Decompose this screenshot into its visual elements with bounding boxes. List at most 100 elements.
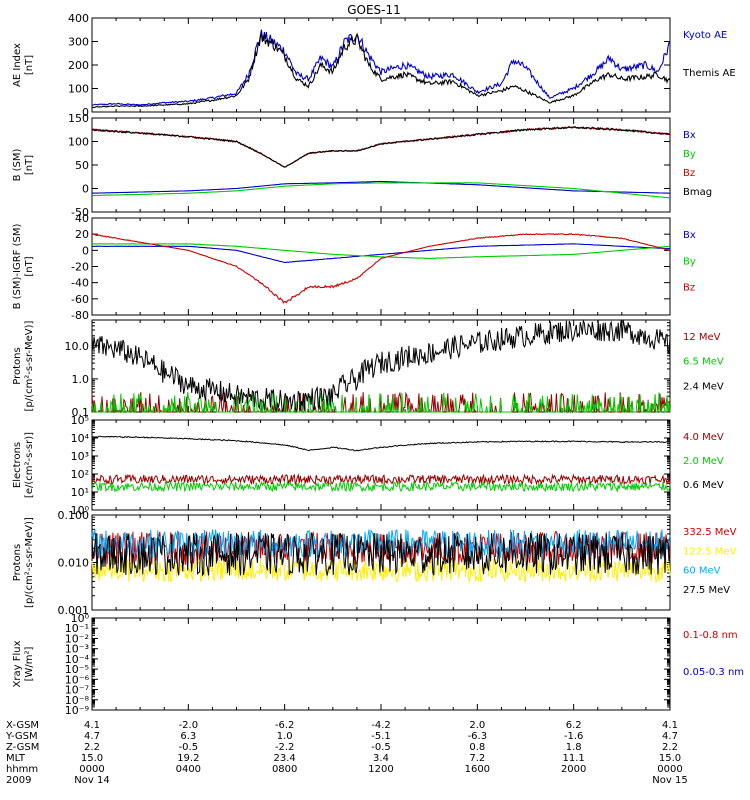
y-tick-label: 10⁻⁷	[65, 684, 89, 697]
legend-entry: 27.5 MeV	[683, 585, 730, 596]
legend-entry: 0.05-0.3 nm	[683, 667, 744, 678]
series-line-by	[92, 182, 670, 199]
legend-entry: Bx	[683, 230, 696, 241]
y-axis-label: B (SM)-IGRF (SM)	[12, 224, 23, 310]
series-line-27-5-mev	[91, 531, 671, 577]
y-tick-label: 20	[75, 228, 89, 241]
panel-6: 0.001 0.010 0.100 Protons [p/(cm²-s-sr-MeV)]…	[12, 509, 737, 617]
x-axis-value: 0.8	[469, 742, 485, 753]
y-axis-label: Electrons	[12, 442, 23, 488]
legend-entry: Bz	[683, 168, 695, 179]
series-line-2-0-mev	[91, 480, 671, 494]
y-tick-label: 0.1	[72, 406, 90, 419]
x-axis-value: 23.4	[274, 753, 296, 764]
y-tick-label: 0.100	[58, 509, 90, 522]
y-tick-label: 10⁻²	[65, 632, 89, 645]
series-line-themis-ae	[91, 31, 671, 109]
y-tick-label: -80	[71, 309, 89, 322]
y-axis-label: Protons	[12, 347, 23, 384]
y-tick-label: 10⁻³	[65, 643, 89, 656]
x-axis-value: Nov 15	[652, 775, 687, 786]
x-axis-value: 2.2	[662, 742, 678, 753]
y-tick-label: 0.010	[58, 557, 90, 570]
panel-3: -80 -60 -40 -20 0 20 40 B (SM)-IGRF (SM) [nT] Bx B…	[12, 212, 696, 322]
x-axis-value: 11.1	[563, 753, 585, 764]
series-line-kyoto-ae	[91, 29, 671, 106]
x-axis-value: 4.7	[84, 731, 100, 742]
series-line-6-5-mev	[91, 391, 671, 414]
legend-entry: 0.1-0.8 nm	[683, 630, 738, 641]
x-axis-row-label: MLT	[6, 753, 26, 764]
legend-entry: By	[683, 256, 696, 267]
x-axis-row-label: Y-GSM	[5, 731, 38, 742]
panel-2: -50 0 50 100 150 B (SM) [nT] Bx By Bz Bmag	[12, 112, 712, 219]
y-tick-label: -40	[71, 277, 89, 290]
y-axis-label: [W/m²]	[24, 646, 35, 681]
legend-entry: 332.5 MeV	[683, 527, 737, 538]
series-line-122-5-mev	[91, 556, 671, 584]
x-axis-value: -6.3	[468, 731, 488, 742]
y-tick-label: 200	[68, 59, 89, 72]
y-tick-label: 10⁻⁶	[65, 673, 90, 686]
panel-4: 0.1 1.0 10.0 Protons [p/(cm²-s-sr-MeV)] 12 Me…	[12, 318, 724, 419]
y-tick-label: 10⁰	[71, 504, 90, 517]
legend-entry: 60 MeV	[683, 566, 721, 577]
x-axis-value: 4.1	[84, 720, 100, 731]
y-tick-label: 10.0	[65, 340, 90, 353]
legend-entry: 4.0 MeV	[683, 432, 724, 443]
y-tick-label: 100	[68, 83, 89, 96]
y-tick-label: 0	[82, 183, 89, 196]
legend-entry: Bmag	[683, 187, 712, 198]
y-tick-label: 1.0	[72, 373, 90, 386]
x-axis-value: 15.0	[81, 753, 103, 764]
x-axis-row-label: X-GSM	[6, 720, 39, 731]
y-tick-label: 100	[68, 136, 89, 149]
series-line-0-6-mev	[91, 435, 670, 452]
x-axis-value: 1200	[368, 764, 393, 775]
x-axis-value: 1.0	[277, 731, 293, 742]
y-tick-label: 300	[68, 36, 89, 49]
y-tick-label: -50	[71, 206, 89, 219]
legend-entry: Themis AE	[682, 68, 736, 79]
x-axis-value: 6.2	[566, 720, 582, 731]
x-axis-value: 1.8	[566, 742, 582, 753]
legend-entry: 2.4 MeV	[683, 381, 724, 392]
x-axis-value: 1600	[465, 764, 490, 775]
y-axis-label: Protons	[12, 544, 23, 581]
x-axis-value: Nov 14	[74, 775, 109, 786]
legend-entry: 12 MeV	[683, 332, 721, 343]
panel-frame	[91, 17, 671, 113]
y-tick-label: 0	[82, 106, 89, 119]
x-axis-value: 19.2	[177, 753, 199, 764]
legend-entry: Kyoto AE	[683, 30, 727, 41]
legend-entry: 0.6 MeV	[683, 480, 724, 491]
x-axis-value: -1.6	[564, 731, 584, 742]
y-axis-label: [p/(cm²-s-sr-MeV)]	[24, 517, 35, 608]
y-tick-label: -20	[71, 261, 89, 274]
series-line-by	[91, 243, 670, 260]
y-tick-label: 10⁻⁹	[65, 704, 89, 717]
x-axis-value: 2.2	[84, 742, 100, 753]
y-axis-label: [nT]	[24, 256, 35, 276]
x-axis-value: -4.2	[371, 720, 391, 731]
series-line-bx	[92, 243, 671, 263]
x-axis-value: -0.5	[371, 742, 391, 753]
y-tick-label: 10⁰	[71, 612, 90, 625]
y-axis-label: [p/(cm²-s-sr-MeV)]	[24, 320, 35, 411]
panel-frame	[91, 617, 671, 711]
series-line-2-4-mev	[91, 318, 671, 413]
y-tick-label: 10⁻⁴	[65, 653, 90, 666]
legend-entry: Bz	[683, 283, 695, 294]
y-tick-label: 10⁻⁵	[65, 663, 89, 676]
x-axis-row-label: 2009	[6, 775, 31, 786]
y-tick-label: 0	[82, 244, 89, 257]
x-axis-value: -0.5	[179, 742, 199, 753]
x-axis-value: -6.2	[275, 720, 295, 731]
legend-entry: By	[683, 149, 696, 160]
legend-entry: Bx	[683, 130, 696, 141]
x-axis-value: 4.1	[662, 720, 678, 731]
x-axis-value: 7.2	[469, 753, 485, 764]
y-axis-label: [e/(cm²-s-sr)]	[24, 432, 35, 498]
